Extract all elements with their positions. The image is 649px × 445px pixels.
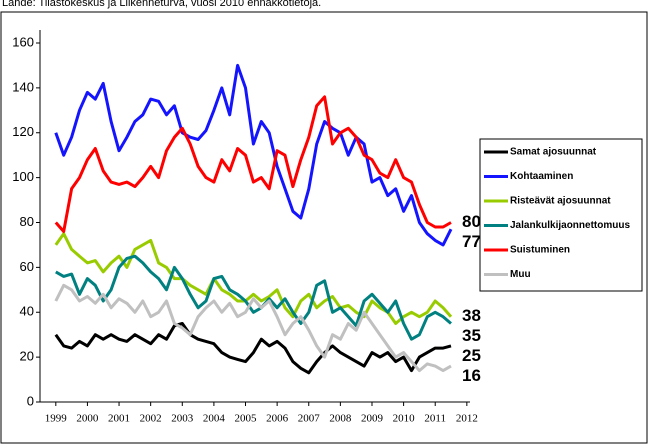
x-tick-label: 2008	[329, 413, 352, 425]
x-tick-label: 2010	[393, 413, 416, 425]
end-value-label: 80	[462, 212, 481, 231]
source-note: Lähde: Tilastokeskus ja Liikenneturva, v…	[2, 0, 321, 9]
x-tick-label: 2001	[108, 413, 130, 425]
y-tick-label: 20	[20, 349, 34, 364]
x-tick-label: 2009	[361, 413, 384, 425]
x-tick-label: 2006	[266, 413, 289, 425]
end-value-label: 35	[462, 326, 481, 345]
chart-frame	[0, 11, 648, 444]
y-tick-label: 140	[12, 79, 34, 94]
end-value-label: 38	[462, 306, 481, 325]
y-tick-label: 120	[12, 124, 34, 139]
series-line	[54, 322, 452, 375]
series-line	[54, 95, 452, 233]
x-tick-label: 2000	[76, 413, 99, 425]
legend-label: Samat ajosuunnat	[510, 147, 597, 158]
x-tick-label: 2004	[203, 413, 226, 425]
end-value-label: 77	[462, 232, 481, 251]
legend-label: Muu	[510, 269, 531, 280]
x-tick-label: 2005	[235, 413, 258, 425]
x-tick-label: 2002	[140, 413, 162, 425]
legend-label: Kohtaaminen	[510, 171, 573, 182]
legend-label: Jalankulkijaonnettomuus	[510, 220, 630, 231]
end-value-label: 25	[462, 346, 481, 365]
x-tick-label: 2011	[424, 413, 446, 425]
x-tick-label: 2012	[456, 413, 478, 425]
x-tick-label: 2003	[171, 413, 194, 425]
y-tick-label: 40	[20, 304, 34, 319]
legend-box	[479, 138, 643, 292]
x-tick-label: 1999	[45, 413, 68, 425]
series-line	[54, 63, 453, 247]
y-tick-label: 160	[12, 34, 34, 49]
y-tick-label: 80	[20, 214, 34, 229]
legend-label: Suistuminen	[510, 245, 570, 256]
end-value-label: 16	[462, 366, 481, 385]
y-tick-label: 100	[12, 169, 34, 184]
y-tick-label: 60	[20, 259, 34, 274]
series-line	[54, 283, 452, 373]
x-tick-label: 2007	[298, 413, 321, 425]
legend-label: Risteävät ajosuunnat	[510, 196, 611, 207]
y-tick-label: 0	[27, 393, 34, 408]
series-line	[55, 254, 452, 341]
